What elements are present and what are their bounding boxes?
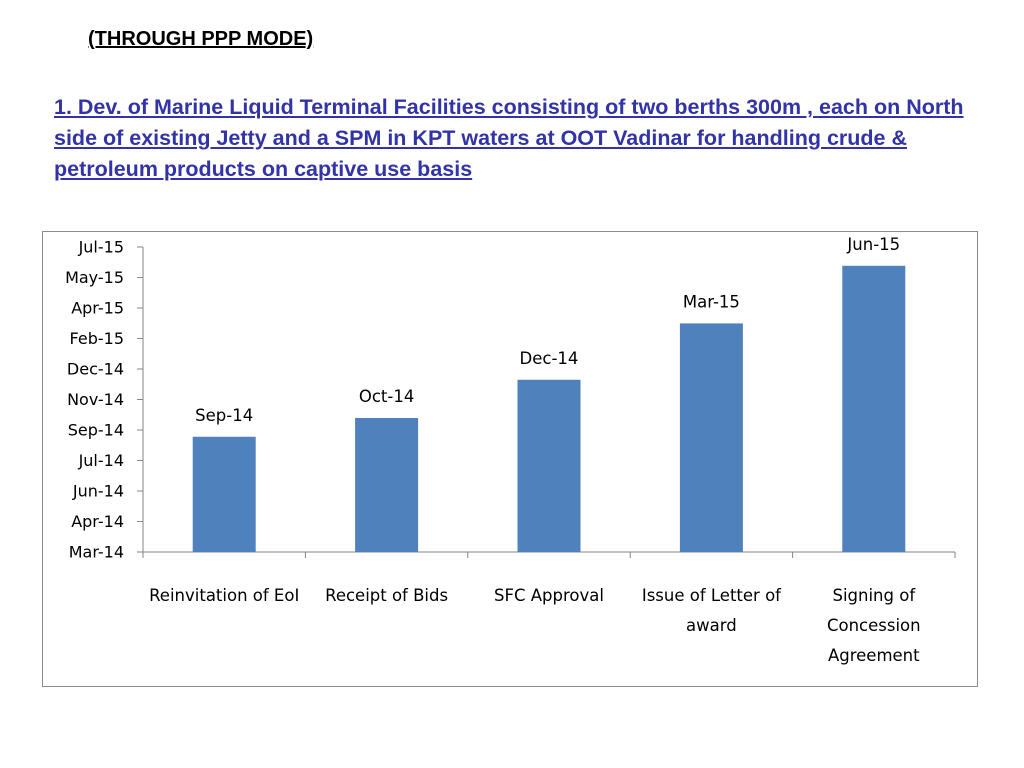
y-tick-label: May-15 — [65, 268, 124, 287]
data-label: Dec-14 — [520, 349, 579, 368]
x-category-label: Signing of — [832, 586, 916, 605]
bar — [679, 323, 743, 552]
y-tick-label: Feb-15 — [70, 329, 124, 348]
x-category-label: award — [686, 616, 737, 635]
y-tick-label: Jul-15 — [78, 238, 124, 257]
y-tick-label: Apr-14 — [71, 512, 124, 531]
bar — [192, 436, 256, 552]
x-category-label: SFC Approval — [494, 586, 604, 605]
x-category-label: Reinvitation of EoI — [149, 586, 299, 605]
x-category-label: Agreement — [828, 646, 920, 665]
data-label: Jun-15 — [846, 235, 900, 254]
slide-heading: 1. Dev. of Marine Liquid Terminal Facili… — [54, 95, 964, 181]
x-category-label: Receipt of Bids — [325, 586, 448, 605]
chart-frame: Mar-14 Apr-14 Jun-14 Jul-14 Sep-14 Nov-14 Dec-… — [42, 231, 978, 687]
y-tick-label: Jul-14 — [78, 451, 124, 470]
x-category-label: Issue of Letter of — [642, 586, 782, 605]
y-tick-label: Jun-14 — [72, 482, 124, 501]
data-label: Oct-14 — [359, 387, 414, 406]
bar — [842, 265, 906, 552]
data-label: Mar-15 — [683, 292, 740, 311]
y-tick-label: Nov-14 — [67, 390, 124, 409]
y-tick-label: Apr-15 — [71, 299, 124, 318]
y-tick-label: Mar-14 — [69, 543, 124, 562]
bar-chart: Mar-14 Apr-14 Jun-14 Jul-14 Sep-14 Nov-14 Dec-… — [65, 235, 956, 665]
bar — [517, 379, 581, 552]
bar — [355, 417, 419, 552]
mode-title: (THROUGH PPP MODE) — [88, 28, 314, 50]
y-tick-label: Sep-14 — [68, 421, 124, 440]
y-tick-label: Dec-14 — [67, 360, 124, 379]
data-label: Sep-14 — [195, 406, 253, 425]
x-category-label: Concession — [827, 616, 921, 635]
